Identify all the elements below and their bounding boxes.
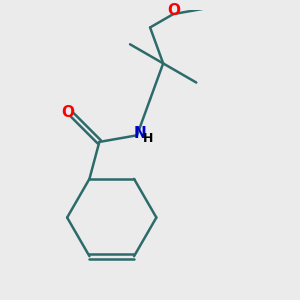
Text: O: O <box>61 105 74 120</box>
Text: H: H <box>143 132 153 145</box>
Text: O: O <box>168 3 181 18</box>
Text: N: N <box>133 126 146 141</box>
